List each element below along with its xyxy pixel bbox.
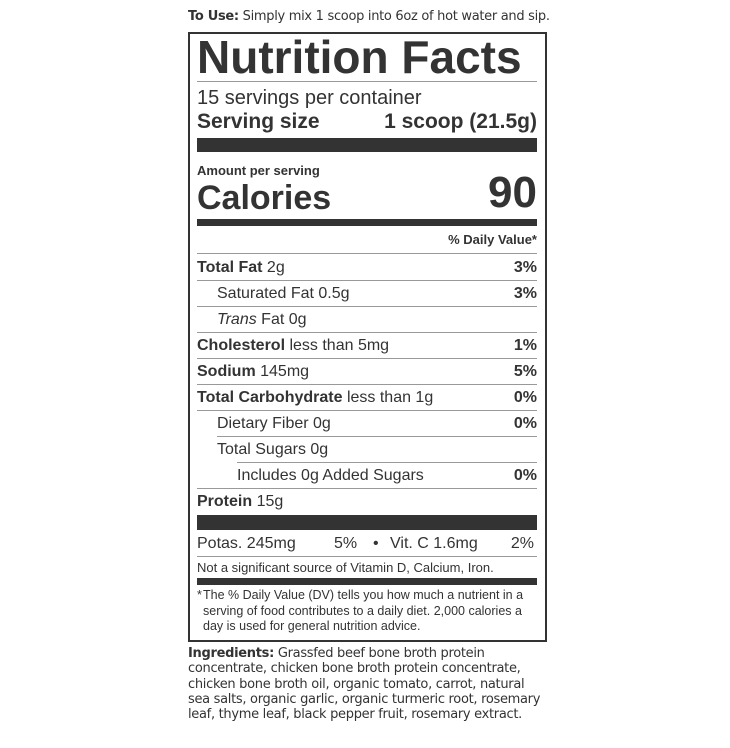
vitamins-row: Potas. 245mg 5% • Vit. C 1.6mg 2% (197, 531, 537, 557)
footnote-star: * (197, 588, 202, 602)
nutrient-name: Includes 0g Added Sugars (237, 467, 424, 484)
ingredients-text: Grassfed beef bone broth protein concent… (188, 646, 541, 723)
nutrient-dv: 3% (513, 259, 537, 276)
nutrient-amount: 145mg (255, 363, 310, 380)
potassium-dv: 5% (334, 535, 358, 552)
directions: To Use: Simply mix 1 scoop into 6oz of h… (188, 9, 550, 25)
serving-size-value: 1 scoop (21.5g) (384, 110, 537, 133)
divider (197, 358, 537, 359)
nutrient-row: Trans Fat 0g (197, 307, 537, 333)
vitamin-c: Vit. C 1.6mg (390, 535, 478, 552)
nutrient-dv: 0% (513, 415, 537, 432)
nutrient-name: Sodium (197, 363, 256, 380)
divider (197, 306, 537, 307)
nutrient-row: Protein 15g (197, 489, 537, 515)
nutrient-name: Protein (197, 493, 253, 510)
directions-text: Simply mix 1 scoop into 6oz of hot water… (238, 9, 550, 24)
nutrient-amount: less than 1g (342, 389, 434, 406)
divider (237, 462, 537, 463)
nutrient-amount: 15g (252, 493, 284, 510)
divider (197, 280, 537, 281)
amount-per-serving: Amount per serving (197, 163, 320, 178)
nutrient-name: Total Carbohydrate (197, 389, 343, 406)
nutrition-facts-panel (188, 32, 547, 642)
bullet: • (373, 535, 379, 552)
nutrient-amount: Fat 0g (256, 311, 307, 328)
divider (217, 436, 537, 437)
ingredients: Ingredients: Grassfed beef bone broth pr… (188, 646, 543, 722)
nutrient-amount: less than 5mg (285, 337, 390, 354)
not-significant-note: Not a significant source of Vitamin D, C… (197, 560, 494, 575)
vitamin-c-dv: 2% (510, 535, 534, 552)
footnote: * The % Daily Value (DV) tells you how mu… (197, 588, 537, 635)
nutrient-dv: 3% (513, 285, 537, 302)
serving-size-label: Serving size (197, 110, 320, 133)
servings-per-container: 15 servings per container (197, 87, 422, 109)
nutrient-name: Total Fat (197, 259, 263, 276)
nutrient-name: Trans (217, 311, 257, 328)
nutrient-amount: 2g (262, 259, 285, 276)
divider (197, 384, 537, 385)
nutrient-dv: 0% (513, 467, 537, 484)
nutrient-dv: 5% (513, 363, 537, 380)
nutrient-name: Total Sugars 0g (217, 441, 329, 458)
nutrient-name: Dietary Fiber 0g (217, 415, 331, 432)
nutrient-name: Saturated Fat 0.5g (217, 285, 350, 302)
serving-size: Serving size 1 scoop (21.5g) (197, 110, 537, 134)
calories-label: Calories (197, 179, 332, 217)
ingredients-label: Ingredients: (188, 646, 275, 661)
nutrient-row: Includes 0g Added Sugars 0% (197, 463, 537, 489)
label-title: Nutrition Facts (197, 31, 522, 83)
nutrient-row: Cholesterol less than 5mg 1% (197, 333, 537, 359)
nutrient-row: Total Fat 2g 3% (197, 255, 537, 281)
nutrient-row: Saturated Fat 0.5g 3% (197, 281, 537, 307)
daily-value-header: % Daily Value* (448, 232, 537, 247)
calories-value: 90 (488, 168, 537, 217)
divider (197, 332, 537, 333)
nutrient-dv: 0% (513, 389, 537, 406)
divider (197, 410, 537, 411)
potassium: Potas. 245mg (197, 535, 296, 552)
nutrient-dv: 1% (513, 337, 537, 354)
directions-label: To Use: (188, 9, 239, 24)
nutrient-name: Cholesterol (197, 337, 286, 354)
divider (197, 488, 537, 489)
nutrient-row: Sodium 145mg 5% (197, 359, 537, 385)
nutrient-row: Total Carbohydrate less than 1g 0% (197, 385, 537, 411)
footnote-text: The % Daily Value (DV) tells you how muc… (203, 588, 524, 633)
nutrient-row: Dietary Fiber 0g 0% (197, 411, 537, 437)
nutrient-row: Total Sugars 0g (197, 437, 537, 463)
